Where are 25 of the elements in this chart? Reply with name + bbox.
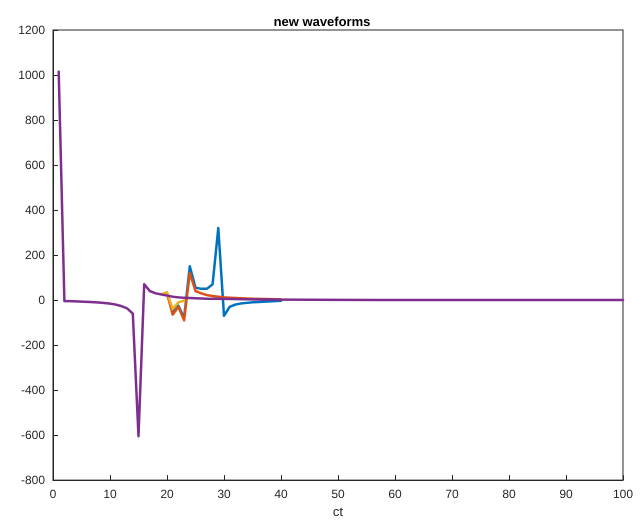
x-tick-label: 0: [50, 487, 57, 502]
y-tick-label: 0: [38, 293, 46, 308]
x-tick-label: 20: [160, 487, 174, 502]
y-tick-label: 400: [24, 203, 46, 218]
y-tick-label: 200: [24, 248, 46, 262]
x-tick-label: 30: [217, 487, 231, 502]
y-tick-label: -400: [20, 383, 46, 398]
chart-title: new waveforms: [274, 14, 370, 29]
y-tick-label: 1000: [18, 68, 46, 82]
x-tick-label: 100: [612, 487, 634, 502]
x-tick-label: 60: [388, 487, 402, 502]
y-tick-label: 800: [24, 113, 46, 128]
y-tick-label: 600: [24, 158, 46, 172]
x-axis-title: ct: [332, 504, 344, 519]
y-tick-label: 1200: [18, 23, 46, 37]
x-tick-label: 50: [331, 487, 345, 502]
y-tick-label: -800: [20, 473, 46, 488]
x-tick-label: 40: [274, 487, 288, 502]
x-tick-label: 10: [103, 487, 117, 502]
y-tick-label: -600: [20, 428, 46, 442]
line-series: [57, 70, 624, 438]
x-tick-label: 90: [559, 487, 573, 502]
x-tick-label: 70: [445, 487, 459, 502]
x-tick-label: 80: [502, 487, 516, 502]
y-tick-label: -200: [20, 338, 46, 352]
